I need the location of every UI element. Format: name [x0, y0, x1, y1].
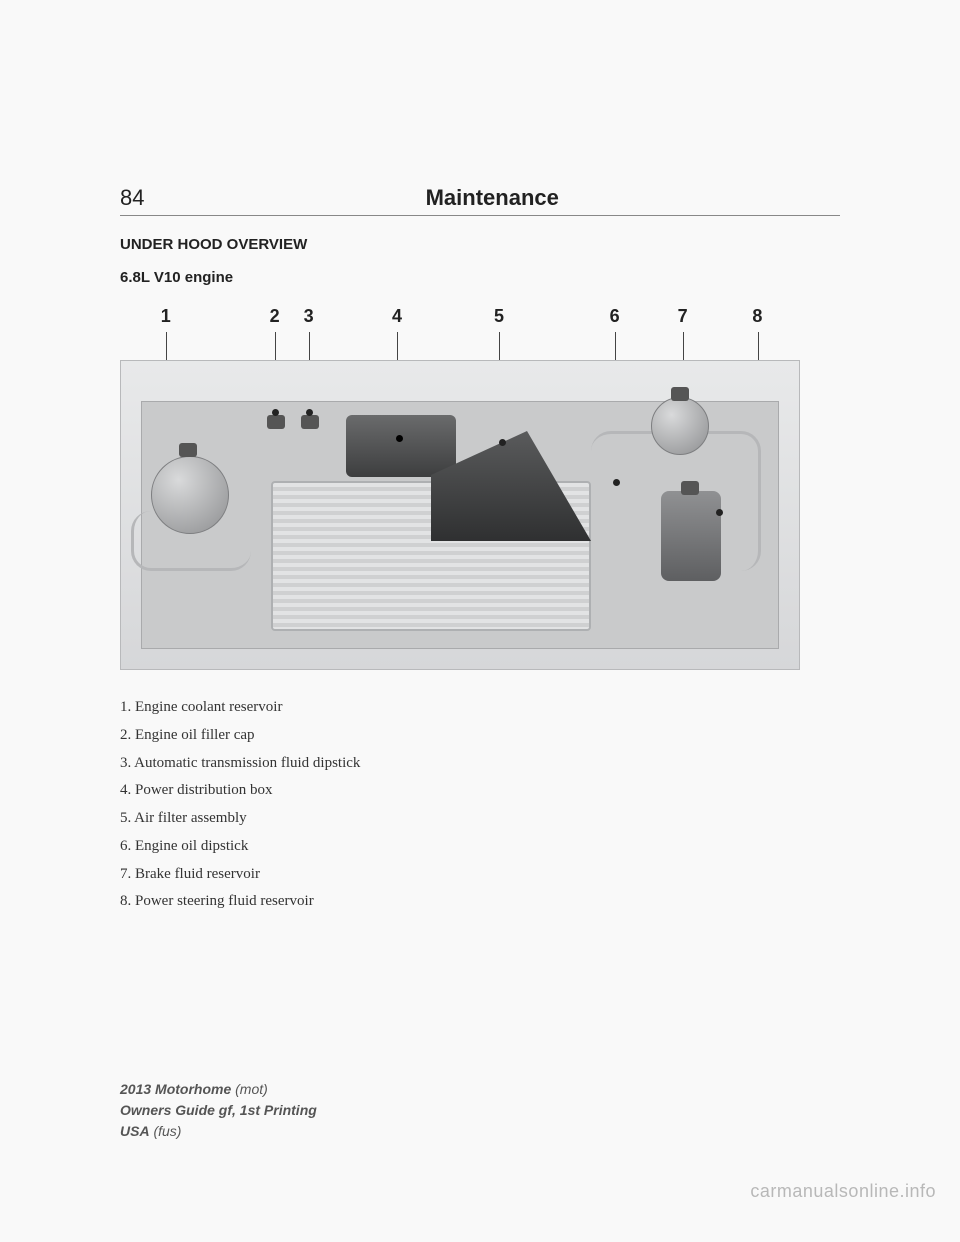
callout-5: 5 [494, 306, 504, 327]
trans-dipstick-icon [301, 415, 319, 429]
footer-line-2: Owners Guide gf, 1st Printing [120, 1100, 317, 1121]
callout-numbers-row: 1 2 3 4 5 6 7 8 [120, 306, 800, 332]
ps-cap-icon [681, 481, 699, 495]
chapter-title: Maintenance [144, 185, 840, 211]
footer-line-1: 2013 Motorhome (mot) [120, 1079, 317, 1100]
power-dist-box-icon [346, 415, 456, 477]
section-heading: UNDER HOOD OVERVIEW [120, 236, 840, 253]
brake-cap-icon [671, 387, 689, 401]
legend-item: 3. Automatic transmission fluid dipstick [120, 750, 840, 778]
legend-item: 1. Engine coolant reservoir [120, 694, 840, 722]
marker-dot-icon [272, 409, 279, 416]
page-footer: 2013 Motorhome (mot) Owners Guide gf, 1s… [120, 1079, 317, 1142]
footer-region: USA [120, 1123, 150, 1139]
legend-item: 5. Air filter assembly [120, 805, 840, 833]
sub-heading: 6.8L V10 engine [120, 269, 840, 286]
coolant-cap-icon [179, 443, 197, 457]
callout-6: 6 [610, 306, 620, 327]
callout-2: 2 [270, 306, 280, 327]
marker-dot-icon [716, 509, 723, 516]
diagram-legend: 1. Engine coolant reservoir 2. Engine oi… [120, 694, 840, 916]
callout-7: 7 [678, 306, 688, 327]
ps-reservoir-icon [661, 491, 721, 581]
callout-8: 8 [752, 306, 762, 327]
watermark: carmanualsonline.info [750, 1181, 936, 1202]
callout-3: 3 [304, 306, 314, 327]
footer-model-code: (mot) [235, 1081, 268, 1097]
footer-line-3: USA (fus) [120, 1121, 317, 1142]
marker-dot-icon [499, 439, 506, 446]
marker-dot-icon [396, 435, 403, 442]
footer-region-code: (fus) [153, 1123, 181, 1139]
legend-item: 7. Brake fluid reservoir [120, 861, 840, 889]
callout-4: 4 [392, 306, 402, 327]
coolant-reservoir-icon [151, 456, 229, 534]
legend-item: 4. Power distribution box [120, 777, 840, 805]
oil-dipstick-marker-icon [613, 479, 620, 486]
engine-diagram: 1 2 3 4 5 6 7 8 [120, 306, 800, 670]
brake-reservoir-icon [651, 397, 709, 455]
engine-illustration [120, 360, 800, 670]
leader-lines [120, 332, 800, 360]
page-header: 84 Maintenance [120, 185, 840, 216]
page-number: 84 [120, 185, 144, 211]
callout-1: 1 [161, 306, 171, 327]
marker-dot-icon [306, 409, 313, 416]
footer-model: 2013 Motorhome [120, 1081, 231, 1097]
page-content: 84 Maintenance UNDER HOOD OVERVIEW 6.8L … [0, 0, 960, 916]
oil-filler-cap-icon [267, 415, 285, 429]
legend-item: 2. Engine oil filler cap [120, 722, 840, 750]
legend-item: 6. Engine oil dipstick [120, 833, 840, 861]
legend-item: 8. Power steering fluid reservoir [120, 888, 840, 916]
